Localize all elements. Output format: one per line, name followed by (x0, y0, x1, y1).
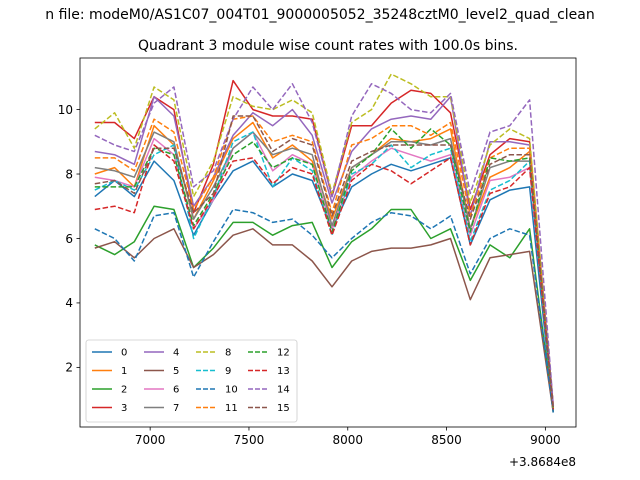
legend-label-2: 2 (121, 385, 127, 396)
legend-label-6: 6 (173, 385, 179, 396)
legend-label-7: 7 (173, 403, 179, 414)
legend-label-15: 15 (277, 403, 290, 414)
legend-label-4: 4 (173, 348, 179, 359)
legend-label-5: 5 (173, 366, 179, 377)
series-15-line (94, 115, 555, 410)
y-tick-label: 2 (65, 361, 73, 375)
y-axis: 2 4 6 8 10 (58, 103, 80, 375)
legend-label-12: 12 (277, 348, 290, 359)
legend-label-8: 8 (225, 348, 231, 359)
legend-label-13: 13 (277, 366, 290, 377)
y-tick-label: 4 (65, 296, 73, 310)
chart-title: Quadrant 3 module wise count rates with … (138, 38, 518, 54)
series-7-line (94, 131, 555, 410)
legend-label-0: 0 (121, 348, 127, 359)
x-tick-label: 7000 (135, 433, 166, 447)
legend-label-11: 11 (225, 403, 238, 414)
x-tick-label: 7500 (234, 433, 265, 447)
series-11-line (94, 115, 555, 410)
y-tick-label: 8 (65, 167, 73, 181)
x-offset-label: +3.8684e8 (509, 455, 576, 469)
legend-label-14: 14 (277, 385, 290, 396)
legend-label-3: 3 (121, 403, 127, 414)
series-13-line (94, 144, 555, 410)
legend-box (85, 339, 298, 423)
x-tick-label: 8500 (431, 433, 462, 447)
plot-area (94, 73, 555, 413)
legend-label-9: 9 (225, 366, 231, 377)
series-10-line (94, 208, 555, 413)
series-8-line (94, 73, 555, 407)
y-tick-label: 10 (58, 103, 73, 117)
legend-label-10: 10 (225, 385, 238, 396)
series-14-line (94, 83, 555, 407)
y-tick-label: 6 (65, 232, 73, 246)
x-axis: 7000 7500 8000 8500 9000 (135, 427, 561, 447)
x-tick-label: 8000 (332, 433, 363, 447)
legend-label-1: 1 (121, 366, 127, 377)
figure-suptitle: n file: modeM0/AS1C07_004T01_9000005052_… (45, 7, 594, 23)
series-4-line (94, 95, 555, 407)
series-5-line (94, 228, 555, 413)
axes-frame (79, 57, 577, 428)
series-2-line (94, 205, 555, 413)
x-tick-label: 9000 (530, 433, 561, 447)
